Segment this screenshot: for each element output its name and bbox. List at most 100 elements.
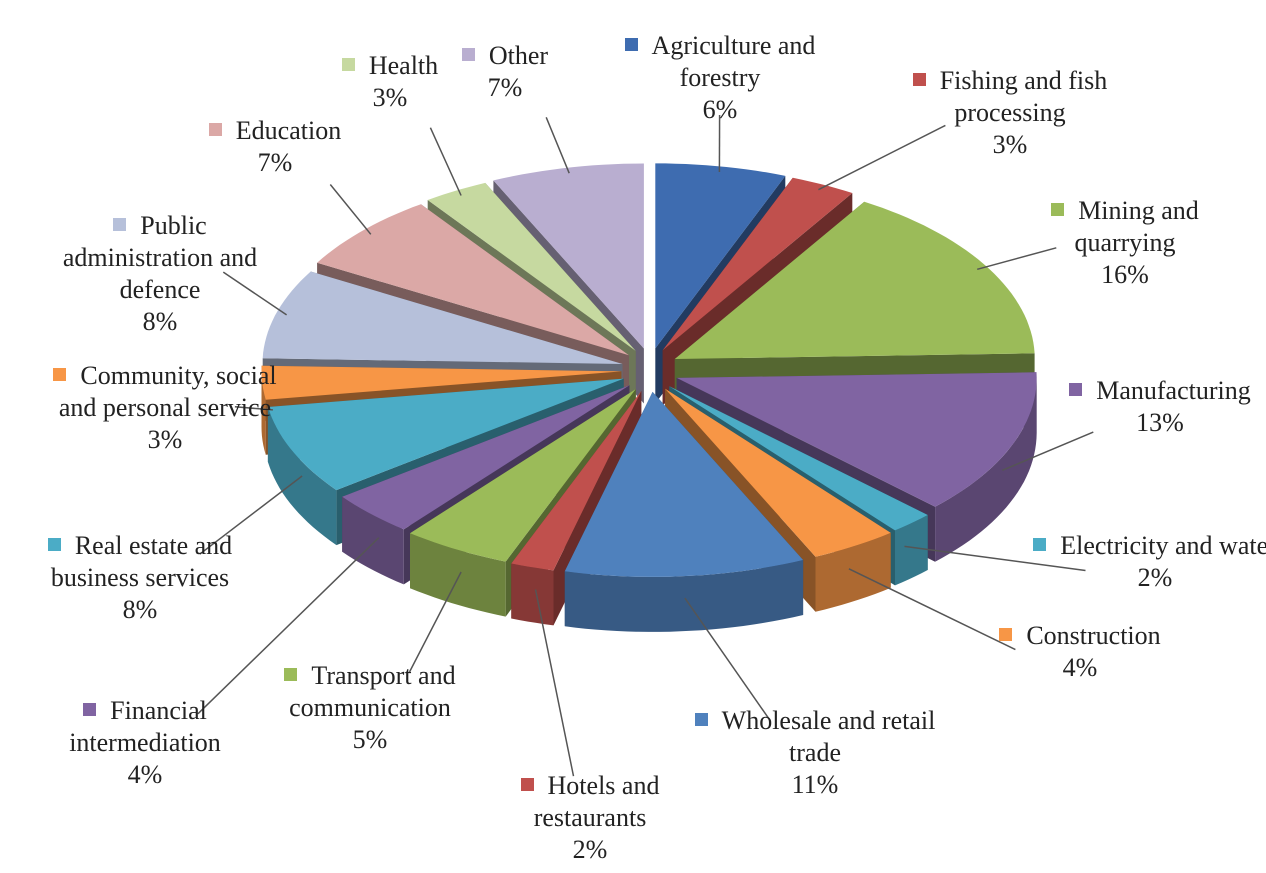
label-name-line: Financial intermediation (20, 695, 270, 759)
legend-swatch (461, 48, 475, 61)
legend-swatch (1033, 538, 1047, 551)
slice-label: Community, social and personal service 3% (40, 360, 290, 456)
value-label: 3% (147, 425, 183, 454)
value-label: 7% (487, 73, 523, 102)
legend-swatch (999, 628, 1013, 641)
leader-line (904, 545, 1086, 572)
slice-side (410, 533, 506, 617)
category-label: Manufacturing (1096, 376, 1251, 405)
slice-label: Other 7% (380, 40, 630, 104)
leader-line (329, 184, 372, 235)
value-label: 2% (572, 835, 608, 864)
slice-label: Manufacturing 13% (1035, 375, 1266, 439)
slice (674, 201, 1035, 359)
slice-label: Real estate and business services 8% (15, 530, 265, 626)
category-label: Health (368, 51, 439, 80)
label-name-line: Fishing and fish processing (885, 65, 1135, 129)
value-label: 7% (257, 148, 293, 177)
slice (342, 385, 630, 530)
leader-line (818, 124, 946, 191)
slice-label: Transport and communication 5% (245, 660, 495, 756)
slice-label: Financial intermediation 4% (20, 695, 270, 791)
category-label: Education (235, 116, 342, 145)
value-label: 2% (1137, 563, 1173, 592)
legend-swatch (1051, 203, 1065, 216)
label-name-line: Real estate and business services (15, 530, 265, 594)
value-label: 11% (791, 770, 839, 799)
label-name-line: Other (380, 40, 630, 72)
label-name-line: Construction (955, 620, 1205, 652)
label-name-line: Health (265, 50, 515, 82)
category-label: Financial intermediation (69, 696, 221, 757)
slice-side (935, 377, 1037, 562)
slice-side (511, 563, 554, 626)
slice-label: Fishing and fish processing 3% (885, 65, 1135, 161)
slice (261, 365, 622, 400)
legend-swatch (520, 778, 534, 791)
leader-line (199, 475, 303, 555)
slice-side (815, 532, 891, 612)
slice (262, 271, 623, 364)
value-label: 5% (352, 725, 388, 754)
legend-swatch (912, 73, 926, 86)
legend-swatch (341, 58, 355, 71)
slice (511, 391, 642, 571)
value-label: 13% (1136, 408, 1184, 437)
value-label: 3% (372, 83, 408, 112)
slice-label: Electricity and water 2% (1030, 530, 1266, 594)
leader-line (534, 589, 575, 777)
label-name-line: Community, social and personal service (40, 360, 290, 424)
category-label: Construction (1026, 621, 1161, 650)
category-label: Hotels and restaurants (533, 771, 660, 832)
legend-swatch (694, 713, 708, 726)
legend-swatch (53, 368, 67, 381)
category-label: Electricity and water (1060, 531, 1266, 560)
slice-label: Education 7% (150, 115, 400, 179)
slice-side (895, 515, 928, 586)
value-label: 3% (992, 130, 1028, 159)
value-label: 16% (1101, 260, 1149, 289)
slice (564, 391, 804, 577)
label-name-line: Wholesale and retail trade (690, 705, 940, 769)
slice-label: Hotels and restaurants 2% (465, 770, 715, 866)
slice-side (261, 371, 266, 455)
label-name-line: Electricity and water (1030, 530, 1266, 562)
label-name-line: Hotels and restaurants (465, 770, 715, 834)
slice-side (564, 560, 804, 632)
leader-line (684, 597, 771, 721)
slice-label: Public administration and defence 8% (35, 210, 285, 338)
leader-line (977, 247, 1057, 271)
slice (317, 204, 629, 356)
slice-label: Construction 4% (955, 620, 1205, 684)
slice (655, 163, 786, 349)
category-label: Agriculture and forestry (651, 31, 816, 92)
slice (662, 177, 853, 351)
value-label: 8% (142, 307, 178, 336)
slice-side (267, 407, 337, 546)
slice (669, 386, 928, 531)
leader-line (222, 271, 288, 316)
label-name-line: Public administration and defence (35, 210, 285, 306)
label-name-line: Agriculture and forestry (595, 30, 845, 94)
slice (676, 372, 1037, 507)
legend-swatch (47, 538, 61, 551)
slice (665, 388, 891, 557)
category-label: Community, social and personal service (58, 361, 277, 422)
slice (267, 378, 624, 491)
value-label: 6% (702, 95, 738, 124)
legend-swatch (284, 668, 298, 681)
category-label: Wholesale and retail trade (721, 706, 936, 767)
legend-swatch (208, 123, 222, 136)
category-label: Real estate and business services (50, 531, 233, 592)
leader-line (197, 537, 380, 715)
label-name-line: Transport and communication (245, 660, 495, 724)
category-label: Other (488, 41, 549, 70)
slice (493, 163, 644, 349)
value-label: 8% (122, 595, 158, 624)
slice-label: Wholesale and retail trade 11% (690, 705, 940, 801)
slice-label: Agriculture and forestry 6% (595, 30, 845, 126)
label-name-line: Mining and quarrying (1000, 195, 1250, 259)
leader-line (545, 117, 570, 174)
